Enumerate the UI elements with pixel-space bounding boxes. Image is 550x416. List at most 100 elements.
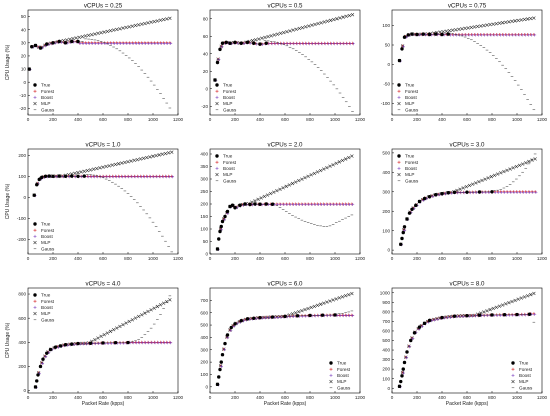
boost-point	[301, 203, 305, 206]
mlp-point	[497, 21, 502, 25]
true-point	[412, 331, 417, 335]
legend-marker-boost	[33, 234, 37, 238]
boost-point	[533, 33, 537, 37]
boost-point	[520, 33, 524, 37]
mlp-point	[257, 37, 261, 41]
x-tick-label: 1000	[330, 256, 341, 261]
true-point	[48, 347, 53, 352]
mlp-point	[291, 28, 295, 32]
true-point	[225, 333, 230, 337]
mlp-point	[524, 161, 528, 165]
x-tick-label: 800	[488, 256, 496, 261]
boost-point	[119, 41, 123, 45]
boost-point	[304, 203, 308, 206]
legend-label-gauss: Gauss	[41, 246, 55, 251]
mlp-point	[297, 178, 301, 183]
mlp-point	[290, 312, 295, 316]
x-tick-label: 200	[231, 395, 239, 400]
y-tick-label: 50	[385, 43, 391, 48]
boost-point	[161, 175, 165, 179]
legend-label-forest: Forest	[41, 299, 55, 304]
legend-marker-true	[33, 83, 37, 87]
chart-panel-8: vCPUs = 6.0 0 200 400 600 800 1000 1200 0 100 200 3…	[200, 281, 365, 408]
true-point	[76, 39, 80, 44]
true-point	[213, 78, 217, 82]
true-point	[230, 203, 235, 207]
y-tick-label: 600	[382, 329, 390, 334]
true-series	[27, 39, 80, 71]
mlp-point	[510, 19, 514, 24]
mlp-point	[74, 36, 78, 40]
legend-marker-true	[397, 83, 401, 87]
boost-point	[459, 191, 463, 195]
mlp-point	[300, 177, 304, 181]
boost-point	[443, 192, 447, 196]
boost-point	[498, 33, 502, 37]
boost-point	[169, 41, 173, 45]
true-point	[465, 313, 469, 318]
true-point	[410, 32, 414, 36]
mlp-point	[297, 26, 302, 31]
y-tick-label: 400	[382, 348, 390, 353]
boost-point	[279, 315, 283, 319]
mlp-point	[282, 30, 286, 35]
legend-label-forest: Forest	[41, 89, 55, 94]
mlp-point	[123, 160, 127, 165]
mlp-point	[165, 17, 169, 21]
mlp-point	[260, 36, 264, 40]
legend-marker-forest	[33, 89, 37, 93]
x-tick-label: 400	[438, 117, 446, 122]
boost-point	[450, 191, 454, 195]
boost-point	[156, 341, 160, 345]
boost-point	[298, 203, 302, 206]
mlp-point	[469, 25, 474, 30]
y-tick-label: 0	[387, 248, 390, 253]
boost-point	[97, 342, 101, 346]
boost-point	[475, 191, 479, 195]
y-tick-label: 60	[203, 34, 209, 39]
mlp-point	[325, 300, 329, 304]
legend-marker-true	[329, 361, 333, 365]
mlp-point	[158, 303, 163, 307]
boost-point	[128, 41, 132, 45]
y-tick-label: 100	[382, 23, 390, 28]
true-point	[406, 33, 410, 37]
boost-point	[526, 33, 530, 37]
boost-point	[341, 203, 345, 206]
mlp-point	[155, 304, 160, 309]
x-tick-label: 1200	[537, 395, 548, 400]
boost-point	[254, 42, 258, 46]
x-tick-label: 1000	[330, 395, 341, 400]
mlp-point	[532, 16, 536, 20]
true-point	[400, 236, 404, 241]
true-point	[223, 341, 227, 346]
boost-point	[523, 313, 527, 317]
true-point	[47, 174, 51, 178]
mlp-point	[154, 153, 158, 158]
mlp-point	[120, 161, 124, 165]
true-series	[33, 340, 130, 389]
boost-point	[500, 190, 504, 194]
true-point	[225, 209, 230, 214]
forest-series	[213, 41, 354, 82]
true-point	[233, 40, 237, 45]
mlp-point	[307, 24, 311, 28]
true-point	[220, 353, 225, 357]
mlp-point	[334, 161, 338, 166]
y-tick-label: 100	[200, 372, 208, 377]
boost-point	[314, 42, 318, 46]
true-series	[215, 202, 275, 251]
boost-point	[223, 218, 227, 221]
boost-point	[518, 190, 522, 194]
boost-point	[81, 41, 85, 45]
mlp-point	[519, 18, 524, 22]
mlp-point	[322, 20, 327, 24]
mlp-point	[500, 21, 505, 25]
boost-point	[533, 312, 537, 316]
x-tick-label: 600	[99, 117, 107, 122]
legend-label-gauss: Gauss	[223, 178, 237, 183]
boost-point	[117, 175, 121, 179]
legend-marker-forest	[397, 160, 401, 164]
